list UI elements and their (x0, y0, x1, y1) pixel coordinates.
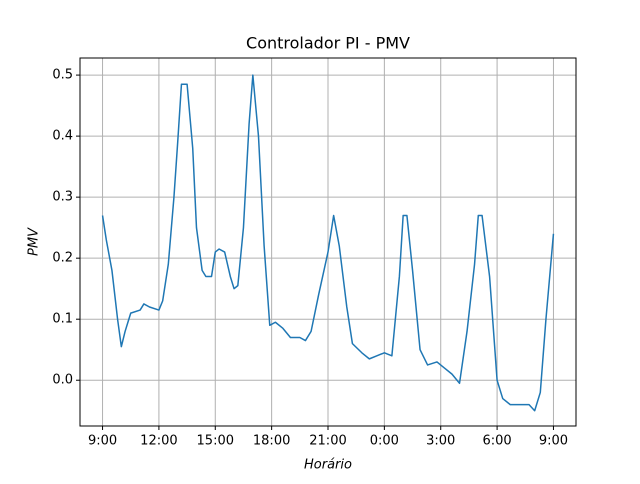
y-tick-label: 0.4 (52, 129, 73, 144)
chart-title: Controlador PI - PMV (246, 34, 410, 53)
x-tick-label: 18:00 (253, 434, 290, 449)
y-tick-label: 0.1 (52, 312, 73, 327)
x-tick-label: 0:00 (370, 434, 399, 449)
y-tick-label: 0.5 (52, 68, 73, 83)
x-tick-label: 21:00 (309, 434, 346, 449)
x-axis-label: Horário (304, 458, 352, 473)
plot-frame (79, 57, 577, 427)
x-tick-label: 15:00 (197, 434, 234, 449)
y-tick-label: 0.0 (52, 373, 73, 388)
x-tick-label: 12:00 (140, 434, 177, 449)
x-tick-label: 9:00 (539, 434, 568, 449)
x-tick-label: 3:00 (426, 434, 455, 449)
y-axis-label: PMV (27, 227, 42, 256)
y-tick-label: 0.2 (52, 251, 73, 266)
x-tick-label: 9:00 (88, 434, 117, 449)
data-line (101, 74, 555, 412)
x-tick-label: 6:00 (482, 434, 511, 449)
y-tick-label: 0.3 (52, 190, 73, 205)
